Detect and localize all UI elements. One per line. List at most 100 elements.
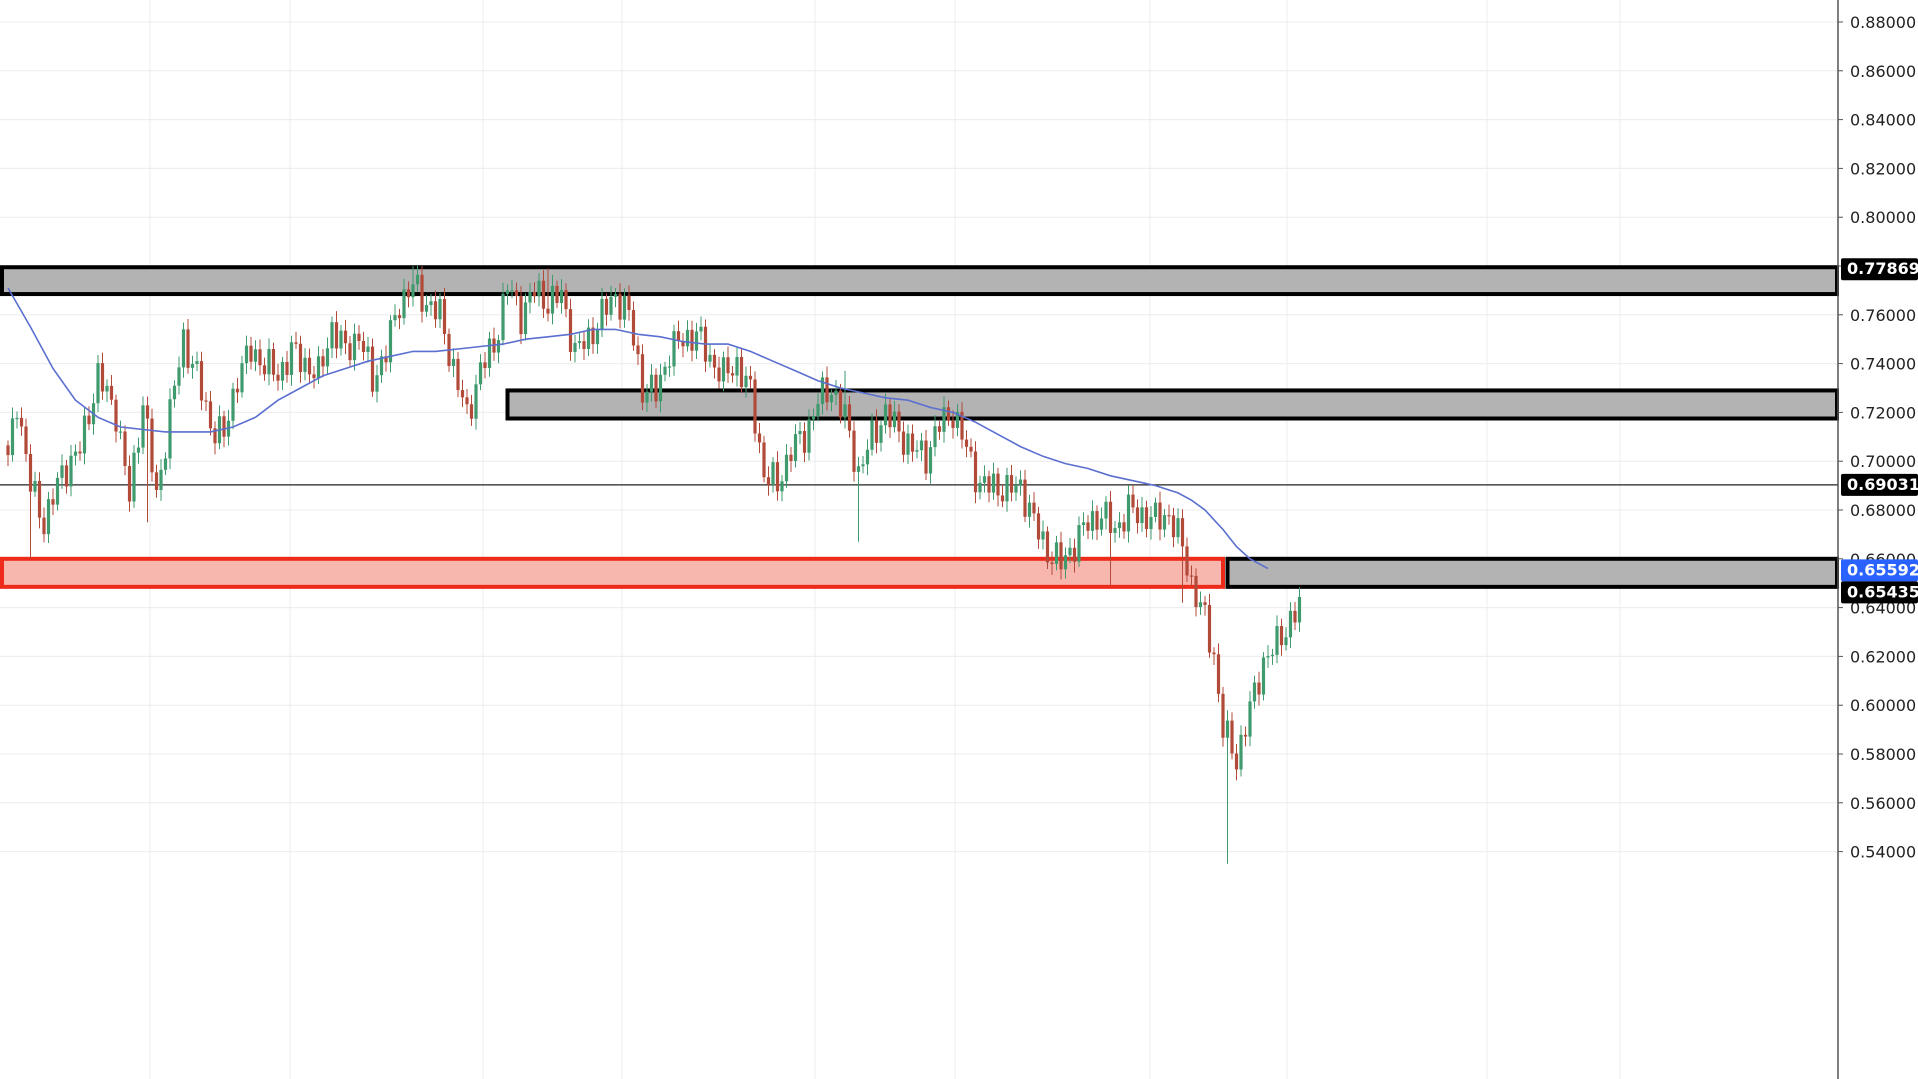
candle-228 xyxy=(1032,492,1036,522)
candle-52 xyxy=(240,355,244,398)
candle-266 xyxy=(1203,596,1207,616)
price-axis[interactable]: 0.880000.860000.840000.820000.800000.780… xyxy=(1838,13,1916,862)
candle-222 xyxy=(1005,467,1009,512)
candle-77 xyxy=(352,323,357,371)
candle-239 xyxy=(1081,512,1086,536)
candle-248 xyxy=(1122,513,1126,539)
candle-269 xyxy=(1216,643,1221,703)
candle-3 xyxy=(19,407,24,436)
candle-180 xyxy=(816,393,820,422)
candle-245 xyxy=(1108,490,1113,586)
candle-190 xyxy=(861,456,865,474)
candle-259 xyxy=(1171,507,1176,548)
candle-99 xyxy=(451,348,456,377)
candle-200 xyxy=(906,424,910,465)
candle-13 xyxy=(64,459,69,494)
candle-6 xyxy=(33,471,37,497)
candle-203 xyxy=(919,432,924,462)
candle-111 xyxy=(505,284,510,305)
candle-189 xyxy=(856,456,861,542)
candle-93 xyxy=(424,294,429,317)
price-tags: 0.77869 0.69031 0.65592 0.65435 xyxy=(1841,258,1918,604)
candle-210 xyxy=(951,410,955,439)
candle-167 xyxy=(757,422,762,454)
candle-255 xyxy=(1153,497,1158,523)
candle-201 xyxy=(910,424,915,462)
candle-14 xyxy=(69,444,73,497)
y-tick-label-6: 0.76000 xyxy=(1850,306,1916,325)
candle-127 xyxy=(577,331,582,349)
candle-119 xyxy=(541,270,546,318)
candle-286 xyxy=(1293,601,1297,631)
candle-221 xyxy=(1000,484,1005,508)
candle-89 xyxy=(406,281,411,308)
candle-185 xyxy=(838,383,843,424)
candle-130 xyxy=(591,317,595,354)
candle-75 xyxy=(343,319,348,355)
candle-211 xyxy=(955,403,960,437)
candle-276 xyxy=(1248,691,1252,747)
candle-267 xyxy=(1207,593,1212,658)
candle-21 xyxy=(100,352,105,400)
candle-287 xyxy=(1297,587,1302,632)
candle-188 xyxy=(852,421,856,482)
candle-263 xyxy=(1189,565,1194,587)
y-tick-label-13: 0.62000 xyxy=(1850,647,1916,666)
candle-181 xyxy=(820,371,825,415)
resistance-zone-bottom-right[interactable] xyxy=(1225,556,1839,589)
candle-1 xyxy=(10,407,15,462)
candle-57 xyxy=(262,357,267,381)
candle-168 xyxy=(762,435,766,483)
candle-32 xyxy=(150,408,154,482)
candle-28 xyxy=(132,445,136,509)
candle-78 xyxy=(357,325,361,350)
candle-225 xyxy=(1018,470,1023,496)
candle-262 xyxy=(1185,537,1189,582)
moving-average-line xyxy=(7,287,1269,570)
candle-125 xyxy=(568,298,573,361)
resistance-zone-middle[interactable] xyxy=(505,388,1839,421)
candle-116 xyxy=(528,283,532,314)
candle-29 xyxy=(136,437,141,464)
candle-60 xyxy=(276,363,280,391)
candle-88 xyxy=(402,278,406,325)
candle-135 xyxy=(613,288,618,308)
candle-101 xyxy=(460,379,465,408)
candle-37 xyxy=(172,380,177,408)
candle-191 xyxy=(865,439,870,476)
candle-150 xyxy=(681,333,685,358)
candle-196 xyxy=(888,398,892,438)
candle-161 xyxy=(730,366,735,383)
price-tag-0.69031-label: 0.69031 xyxy=(1847,475,1918,494)
candle-44 xyxy=(204,392,208,412)
candle-39 xyxy=(181,322,186,378)
candle-223 xyxy=(1009,464,1014,502)
candle-252 xyxy=(1140,496,1144,532)
candle-217 xyxy=(982,465,987,493)
candle-8 xyxy=(42,507,46,543)
candle-129 xyxy=(586,319,591,357)
candle-256 xyxy=(1158,491,1162,541)
candle-136 xyxy=(618,283,622,329)
candle-31 xyxy=(145,396,150,523)
candle-229 xyxy=(1036,506,1041,549)
candle-282 xyxy=(1275,615,1279,664)
candle-53 xyxy=(244,335,249,374)
candle-241 xyxy=(1090,500,1095,540)
candle-233 xyxy=(1054,535,1059,571)
candle-220 xyxy=(996,467,1000,507)
resistance-zone-top[interactable] xyxy=(0,265,1839,297)
candle-11 xyxy=(55,472,60,511)
y-tick-label-0: 0.88000 xyxy=(1850,13,1916,32)
candle-103 xyxy=(469,394,474,426)
support-zone-red[interactable] xyxy=(0,556,1225,589)
candle-59 xyxy=(271,342,276,382)
candle-149 xyxy=(676,320,681,349)
candle-42 xyxy=(195,351,199,372)
price-zones[interactable] xyxy=(0,265,1839,589)
candle-207 xyxy=(937,421,942,440)
candle-133 xyxy=(604,293,609,326)
y-tick-label-4: 0.80000 xyxy=(1850,208,1916,227)
candle-16 xyxy=(78,441,82,461)
